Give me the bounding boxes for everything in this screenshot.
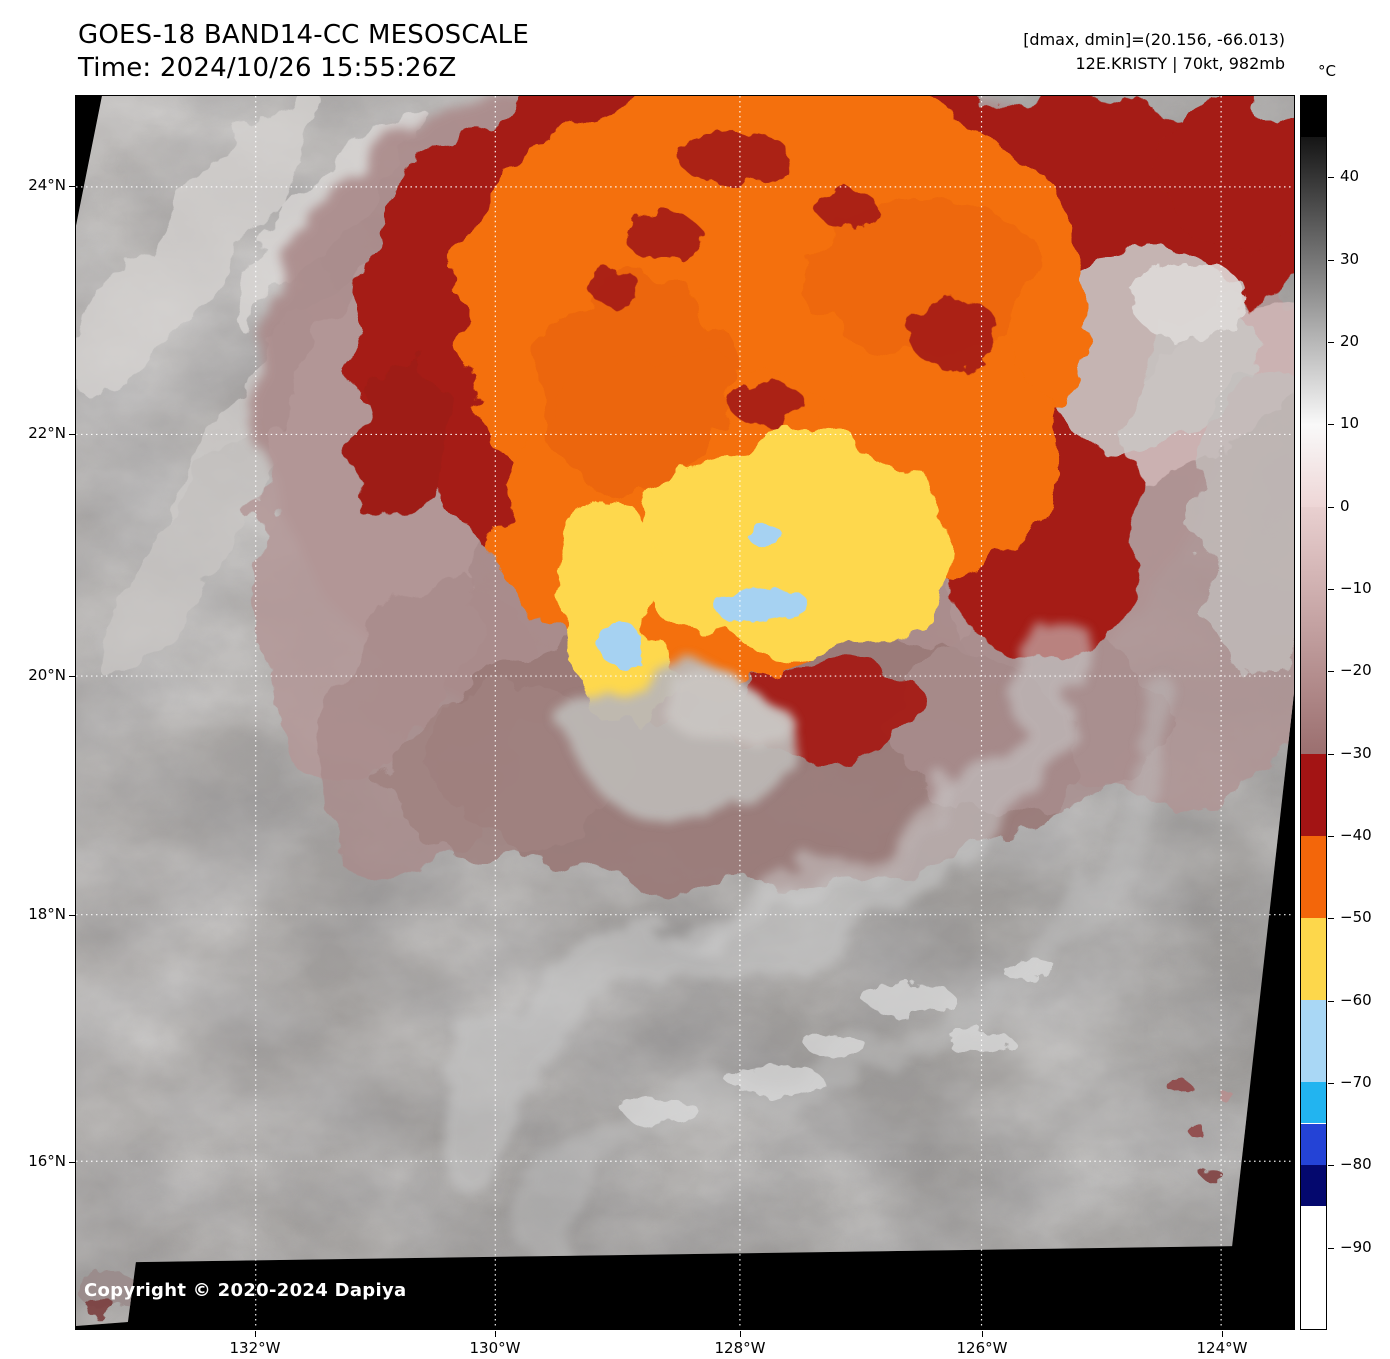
- colorbar-segment: [1301, 1123, 1326, 1165]
- colorbar-tick-label: −30: [1340, 743, 1372, 762]
- colorbar-tick-label: −10: [1340, 579, 1372, 597]
- colorbar-tick: [1328, 918, 1334, 920]
- x-axis-tick: [495, 1331, 496, 1337]
- colorbar-segment: [1301, 835, 1326, 918]
- colorbar-tick-label: −90: [1340, 1237, 1372, 1256]
- colorbar-unit-label: °C: [1318, 62, 1336, 80]
- colorbar-tick-label: −50: [1340, 908, 1372, 927]
- copyright-watermark: Copyright © 2020-2024 Dapiya: [84, 1280, 407, 1301]
- x-axis-tick: [1222, 1331, 1223, 1337]
- colorbar: [1300, 95, 1327, 1330]
- colorbar-tick-label: −20: [1340, 661, 1372, 680]
- colorbar-tick: [1328, 506, 1334, 508]
- colorbar-tick-label: 0: [1340, 496, 1350, 515]
- colorbar-tick-label: −60: [1340, 990, 1372, 1009]
- x-axis-label: 124°W: [1196, 1339, 1248, 1357]
- colorbar-tick: [1328, 1000, 1334, 1002]
- colorbar-tick: [1328, 753, 1334, 755]
- colorbar-tick-label: 10: [1340, 414, 1360, 433]
- timestamp: Time: 2024/10/26 15:55:26Z: [78, 53, 457, 83]
- header-readouts: [dmax, dmin]=(20.156, -66.013) 12E.KRIST…: [1023, 28, 1285, 76]
- colorbar-tick: [1328, 177, 1334, 179]
- colorbar-tick: [1328, 424, 1334, 426]
- colorbar-tick-label: 30: [1340, 249, 1360, 268]
- colorbar-tick-label: −40: [1340, 826, 1372, 844]
- y-axis-tick: [69, 434, 75, 435]
- low-cloud-center: [572, 671, 788, 815]
- colorbar-segment: [1301, 1164, 1326, 1206]
- y-axis-label: 20°N: [28, 666, 66, 684]
- x-axis-label: 130°W: [469, 1339, 521, 1357]
- colorbar-tick: [1328, 1083, 1334, 1084]
- x-axis-tick: [255, 1331, 256, 1337]
- warm-speckles: [1165, 1077, 1235, 1183]
- y-axis-tick: [69, 915, 75, 916]
- x-axis-label: 126°W: [956, 1339, 1008, 1357]
- colorbar-segment: [1301, 1205, 1326, 1329]
- warm-spots: [589, 129, 1001, 426]
- colorbar-segment: [1301, 918, 1326, 1001]
- colorbar-tick: [1328, 342, 1334, 343]
- colorbar-segment: [1301, 1000, 1326, 1083]
- x-axis-tick: [740, 1331, 741, 1337]
- colorbar-tick: [1328, 1247, 1334, 1249]
- x-axis-label: 132°W: [229, 1339, 281, 1357]
- colorbar-tick-label: 40: [1340, 167, 1360, 186]
- colorbar-tick-label: 20: [1340, 332, 1360, 350]
- y-axis-label: 24°N: [28, 176, 66, 194]
- colorbar-swatches: [1301, 96, 1326, 1329]
- satellite-data-region: [76, 96, 1294, 1327]
- page-title: GOES-18 BAND14-CC MESOSCALE: [78, 20, 529, 50]
- y-axis-label: 22°N: [28, 424, 66, 442]
- y-axis-label: 16°N: [28, 1152, 66, 1170]
- dmax-dmin-readout: [dmax, dmin]=(20.156, -66.013): [1023, 30, 1285, 49]
- colorbar-segment: [1301, 96, 1326, 138]
- satellite-map: Copyright © 2020-2024 Dapiya: [75, 95, 1295, 1330]
- colorbar-segment: [1301, 424, 1326, 507]
- colorbar-segment: [1301, 507, 1326, 754]
- x-axis-label: 128°W: [714, 1339, 766, 1357]
- x-axis-tick: [982, 1331, 983, 1337]
- y-axis-tick: [69, 1162, 75, 1163]
- colorbar-tick: [1328, 1165, 1334, 1167]
- y-axis-label: 18°N: [28, 905, 66, 923]
- scan-edge-clouds: [77, 1270, 138, 1318]
- colorbar-tick: [1328, 259, 1334, 261]
- colorbar-tick: [1328, 836, 1334, 837]
- overshooting-tops: [600, 525, 807, 669]
- colorbar-segment: [1301, 1082, 1326, 1124]
- storm-info-readout: 12E.KRISTY | 70kt, 982mb: [1075, 54, 1286, 73]
- colorbar-segment: [1301, 753, 1326, 836]
- y-axis-tick: [69, 186, 75, 187]
- colorbar-tick: [1328, 589, 1334, 590]
- y-axis-tick: [69, 676, 75, 677]
- colorbar-tick-label: −80: [1340, 1155, 1372, 1174]
- scattered-low-clouds: [622, 959, 1059, 1124]
- gridlines: [76, 96, 1294, 1329]
- colorbar-segment: [1301, 137, 1326, 425]
- colorbar-tick: [1328, 671, 1334, 673]
- colorbar-tick-label: −70: [1340, 1073, 1372, 1091]
- satellite-image: [76, 96, 1294, 1329]
